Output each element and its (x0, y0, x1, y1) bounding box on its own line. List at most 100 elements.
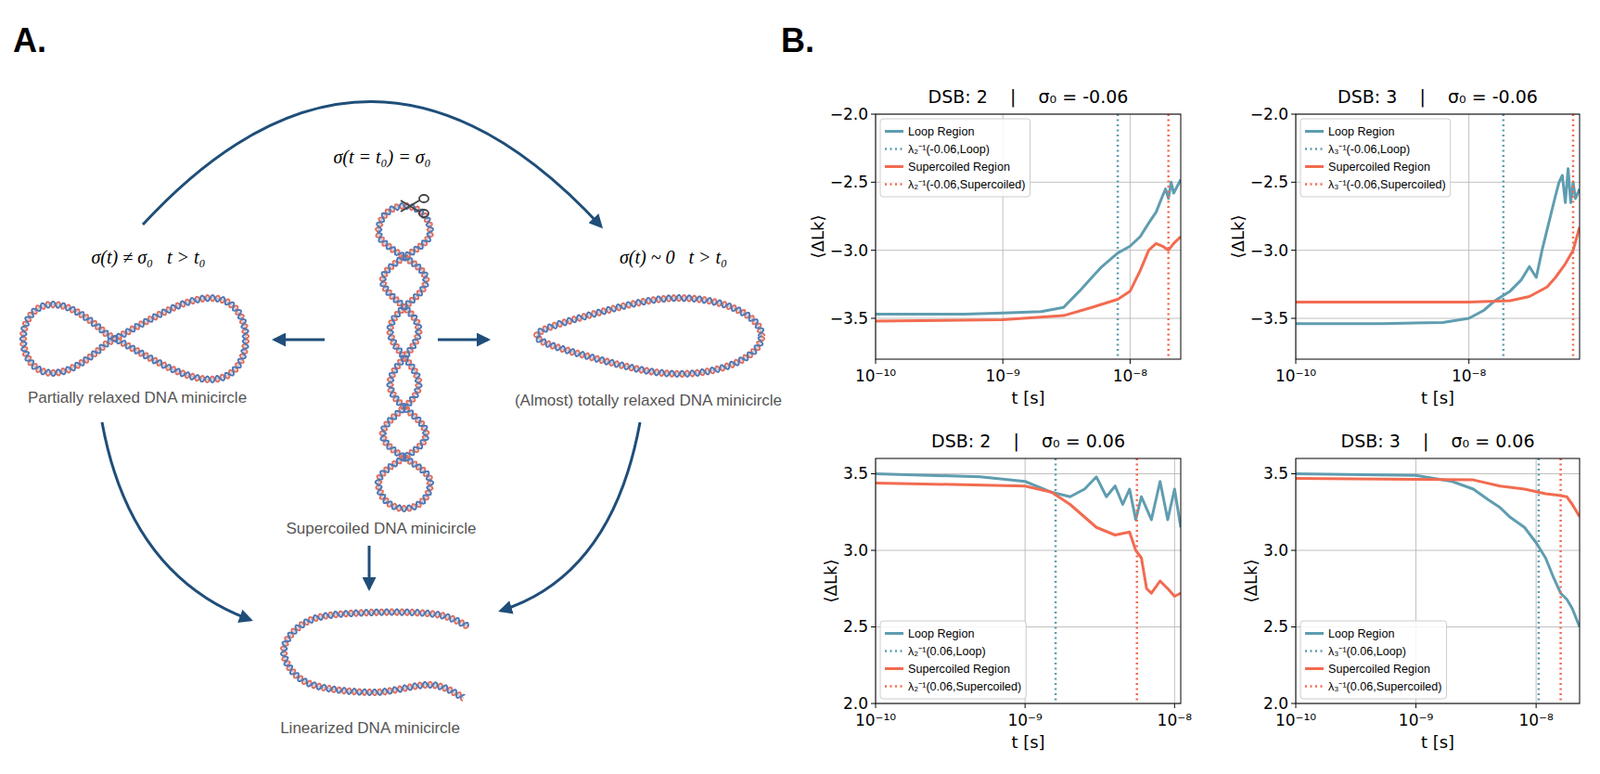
legend-handle (1305, 649, 1324, 653)
tick-label: 10⁻¹⁰ (1275, 366, 1317, 385)
tick-mark (1295, 703, 1297, 708)
tick-label: 2.0 (843, 693, 869, 713)
tick-mark (1024, 703, 1026, 708)
chart-panel: 10⁻¹⁰10⁻⁹10⁻⁸2.02.53.03.5DSB: 3 | σ₀ = 0… (1241, 430, 1580, 752)
legend-label: λ₃⁻¹(0.06,Loop) (1328, 644, 1407, 658)
legend-handle (1305, 684, 1324, 688)
legend-handle (884, 165, 904, 168)
tick-mark (1415, 703, 1417, 708)
tick-label: 10⁻⁸ (1518, 710, 1554, 730)
series-line (1295, 227, 1580, 303)
node-label: Partially relaxed DNA minicircle (27, 388, 247, 407)
axis-title: ⟨ΔLk⟩ (1228, 215, 1248, 259)
legend-label: λ₂⁻¹(0.06,Loop) (908, 644, 986, 658)
plot-frame (1295, 458, 1580, 704)
dna-strand (281, 608, 469, 700)
tick-mark (1174, 703, 1176, 708)
tick-mark (1291, 181, 1296, 183)
tick-label: 10⁻¹⁰ (1275, 710, 1317, 730)
tick-mark (870, 626, 876, 628)
tick-label: −2.0 (1250, 104, 1289, 124)
legend-handle (1305, 165, 1324, 168)
tick-mark (1291, 249, 1296, 251)
tick-label: 2.5 (843, 616, 869, 636)
data-layer (875, 458, 1181, 704)
arrow (102, 422, 251, 620)
legend-label: λ₃⁻¹(-0.06,Loop) (1328, 142, 1410, 156)
tick-mark (870, 703, 876, 704)
legend-handle (1305, 147, 1324, 151)
legend-label: Supercoiled Region (1328, 160, 1431, 174)
scissors-blade (400, 200, 420, 212)
tick-label: 3.5 (1263, 463, 1289, 483)
legend-handle (884, 666, 904, 670)
tick-label: 10⁻⁹ (1007, 710, 1043, 730)
grid-line (875, 249, 1181, 251)
legend-label: Loop Region (1328, 125, 1395, 139)
chart-title: DSB: 3 | σ₀ = -0.06 (1337, 86, 1538, 108)
plot-frame (1295, 114, 1580, 359)
partially-relaxed-dna (20, 294, 249, 383)
series-line (1295, 477, 1580, 516)
grid-line (1468, 114, 1470, 359)
tick-mark (1129, 358, 1131, 364)
legend-label: Supercoiled Region (908, 160, 1011, 174)
chart-title: DSB: 2 | σ₀ = 0.06 (931, 430, 1126, 452)
dna-strand (20, 294, 249, 383)
axis-title: t [s] (1420, 387, 1455, 408)
tick-mark (870, 473, 876, 474)
tick-label: 10⁻¹⁰ (855, 366, 896, 385)
vertical-line (1166, 114, 1170, 359)
tick-mark (1468, 358, 1470, 364)
tick-mark (870, 181, 876, 183)
tick-label: 10⁻⁸ (1451, 366, 1487, 385)
data-layer (875, 114, 1181, 359)
legend-label: Loop Region (908, 627, 974, 640)
tick-mark (1291, 626, 1296, 628)
grid-line (1129, 114, 1131, 359)
vertical-line (1537, 458, 1541, 704)
tick-label: 10⁻⁸ (1113, 366, 1149, 385)
legend-handle (884, 129, 904, 133)
relaxed-dna (534, 294, 765, 377)
legend-label: λ₃⁻¹(-0.06,Supercoiled) (1328, 178, 1447, 192)
tick-mark (870, 114, 876, 116)
tick-label: 3.0 (843, 540, 869, 560)
node-label: (Almost) totally relaxed DNA minicircle (514, 391, 782, 410)
tick-mark (1291, 703, 1296, 704)
dna-strand (534, 294, 765, 377)
legend-handle (884, 684, 904, 688)
scissors-handle (419, 194, 429, 203)
vertical-line (1502, 114, 1506, 359)
tick-mark (1291, 550, 1296, 551)
legend-handle (1305, 182, 1324, 186)
legend-box (880, 118, 1030, 197)
tick-label: −3.5 (1250, 308, 1289, 328)
arrow (142, 101, 602, 227)
data-layer (1295, 114, 1580, 359)
axis-title: t [s] (1011, 387, 1045, 408)
legend-handle (1305, 631, 1324, 635)
series-line (875, 473, 1181, 528)
legend-handle (884, 631, 904, 635)
tick-mark (875, 703, 877, 708)
arrow (274, 338, 325, 342)
tick-mark (875, 358, 877, 364)
tick-mark (870, 318, 876, 320)
state-annotation: σ(t = t₀) = σ₀ (332, 146, 431, 168)
legend-box (1300, 620, 1447, 699)
state-annotation: σ(t) ~ 0 t > t₀ (619, 246, 728, 269)
legend-box (880, 620, 1026, 699)
grid-line (1295, 318, 1580, 320)
plot-background (875, 114, 1181, 359)
legend-label: Supercoiled Region (1328, 662, 1431, 676)
legend-label: Supercoiled Region (908, 662, 1011, 676)
tick-label: −2.0 (830, 104, 869, 124)
legend-label: Loop Region (1328, 627, 1395, 640)
arrow (437, 338, 488, 342)
tick-label: 10⁻⁹ (985, 366, 1021, 385)
tick-mark (1002, 358, 1004, 364)
legend-label: Loop Region (908, 125, 974, 139)
chart-title: DSB: 3 | σ₀ = 0.06 (1341, 430, 1536, 452)
legend-label: λ₂⁻¹(-0.06,Supercoiled) (908, 178, 1025, 192)
